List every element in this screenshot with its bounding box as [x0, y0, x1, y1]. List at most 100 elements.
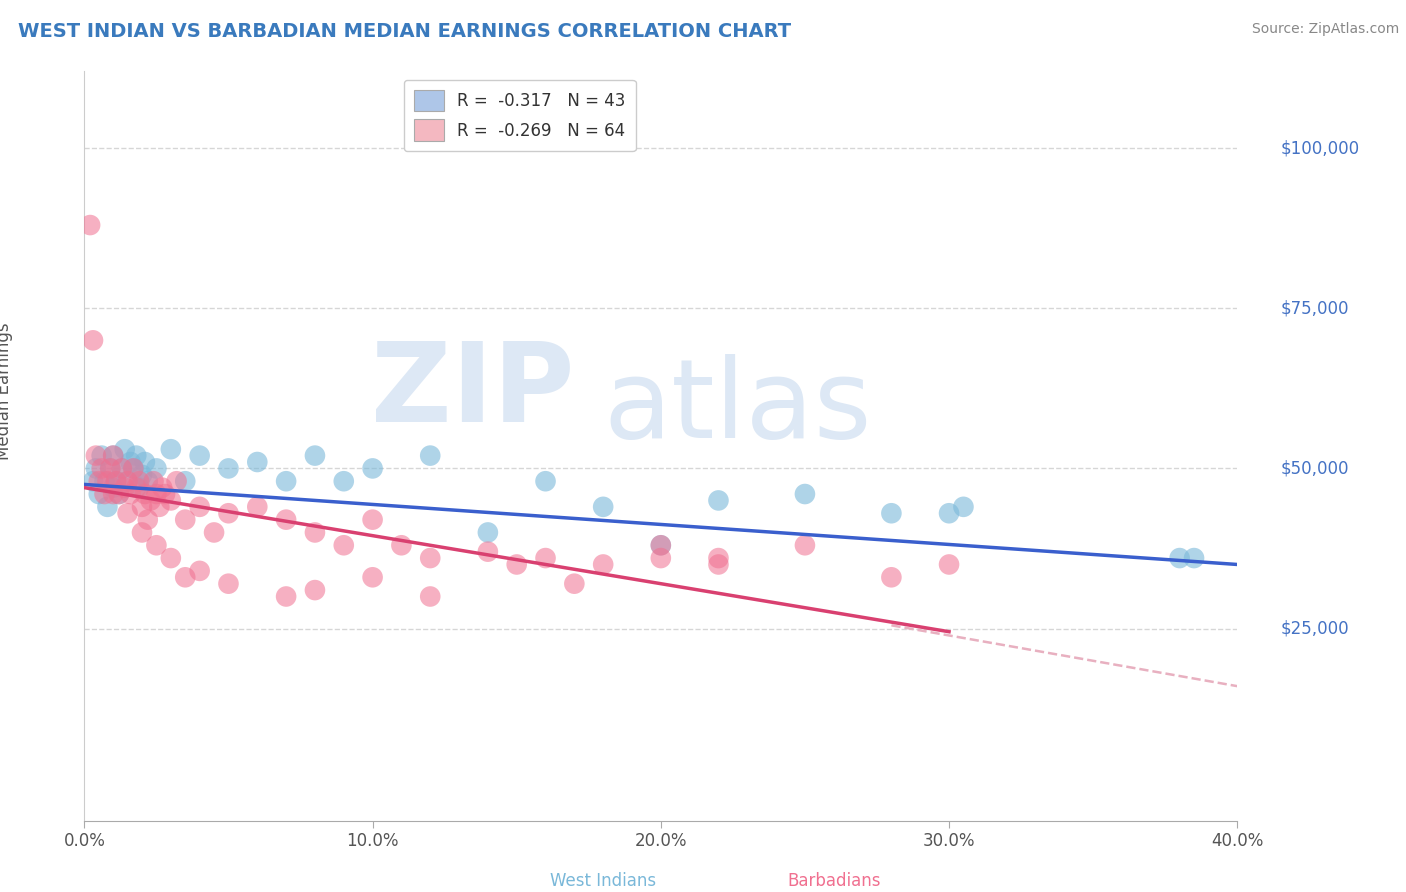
- Point: [361, 513, 384, 527]
- Point: [276, 513, 298, 527]
- Point: [120, 487, 142, 501]
- Point: [361, 570, 384, 584]
- Point: [114, 481, 136, 495]
- Point: [117, 506, 139, 520]
- Point: [128, 481, 150, 495]
- Point: [174, 570, 197, 584]
- Point: [880, 506, 903, 520]
- Point: [333, 474, 356, 488]
- Point: [188, 449, 211, 463]
- Point: [534, 474, 557, 488]
- Point: [82, 474, 104, 488]
- Point: [122, 461, 145, 475]
- Point: [707, 558, 730, 572]
- Point: [174, 474, 197, 488]
- Point: [84, 461, 107, 475]
- Point: [592, 500, 614, 514]
- Point: [117, 474, 139, 488]
- Point: [105, 474, 128, 488]
- Point: [117, 474, 139, 488]
- Point: [188, 564, 211, 578]
- Point: [122, 461, 145, 475]
- Text: $50,000: $50,000: [1281, 459, 1348, 477]
- Point: [139, 493, 162, 508]
- Point: [108, 487, 131, 501]
- Point: [103, 449, 124, 463]
- Point: [880, 570, 903, 584]
- Point: [276, 590, 298, 604]
- Point: [98, 461, 121, 475]
- Point: [145, 538, 167, 552]
- Point: [153, 487, 176, 501]
- Point: [148, 500, 170, 514]
- Point: [1182, 551, 1205, 566]
- Text: $25,000: $25,000: [1281, 620, 1350, 638]
- Point: [246, 455, 269, 469]
- Point: [952, 500, 974, 514]
- Point: [108, 487, 131, 501]
- Point: [90, 449, 112, 463]
- Point: [564, 576, 586, 591]
- Point: [79, 218, 101, 232]
- Point: [160, 551, 183, 566]
- Point: [1168, 551, 1191, 566]
- Legend: R =  -0.317   N = 43, R =  -0.269   N = 64: R = -0.317 N = 43, R = -0.269 N = 64: [404, 79, 636, 151]
- Point: [506, 558, 529, 572]
- Text: West Indians: West Indians: [550, 871, 657, 890]
- Point: [592, 558, 614, 572]
- Point: [145, 487, 167, 501]
- Point: [707, 493, 730, 508]
- Point: [90, 461, 112, 475]
- Point: [131, 467, 153, 482]
- Point: [93, 474, 115, 488]
- Point: [160, 493, 183, 508]
- Point: [650, 551, 672, 566]
- Point: [218, 576, 240, 591]
- Point: [477, 544, 499, 558]
- Point: [361, 461, 384, 475]
- Point: [276, 474, 298, 488]
- Point: [188, 500, 211, 514]
- Point: [96, 474, 118, 488]
- Point: [136, 474, 159, 488]
- Text: Barbadians: Barbadians: [787, 871, 880, 890]
- Point: [304, 525, 326, 540]
- Point: [128, 474, 150, 488]
- Point: [98, 461, 121, 475]
- Point: [419, 449, 441, 463]
- Point: [125, 449, 148, 463]
- Point: [84, 449, 107, 463]
- Point: [87, 474, 110, 488]
- Point: [120, 455, 142, 469]
- Point: [134, 455, 156, 469]
- Point: [477, 525, 499, 540]
- Text: Median Earnings: Median Earnings: [0, 323, 13, 460]
- Point: [103, 487, 124, 501]
- Point: [111, 461, 134, 475]
- Point: [145, 461, 167, 475]
- Text: ZIP: ZIP: [371, 338, 575, 445]
- Point: [136, 513, 159, 527]
- Point: [202, 525, 225, 540]
- Point: [111, 461, 134, 475]
- Point: [131, 500, 153, 514]
- Point: [650, 538, 672, 552]
- Point: [150, 481, 173, 495]
- Point: [333, 538, 356, 552]
- Point: [304, 583, 326, 598]
- Text: atlas: atlas: [603, 354, 872, 461]
- Point: [794, 538, 817, 552]
- Point: [82, 334, 104, 348]
- Point: [125, 481, 148, 495]
- Text: $75,000: $75,000: [1281, 300, 1348, 318]
- Point: [794, 487, 817, 501]
- Point: [650, 538, 672, 552]
- Point: [707, 551, 730, 566]
- Point: [174, 513, 197, 527]
- Point: [131, 525, 153, 540]
- Text: Source: ZipAtlas.com: Source: ZipAtlas.com: [1251, 22, 1399, 37]
- Point: [103, 481, 124, 495]
- Point: [103, 449, 124, 463]
- Point: [87, 487, 110, 501]
- Point: [304, 449, 326, 463]
